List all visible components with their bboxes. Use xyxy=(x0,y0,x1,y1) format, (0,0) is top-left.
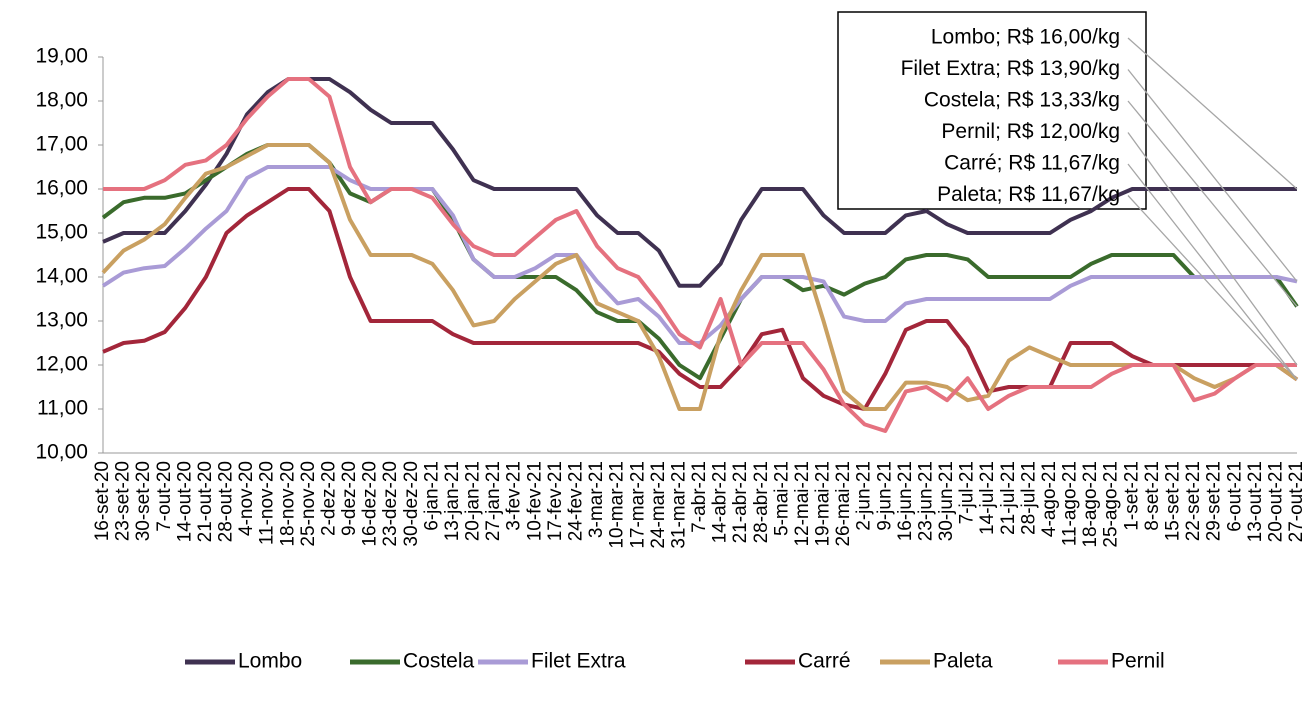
x-tick-label: 11-nov-20 xyxy=(257,461,278,545)
annotation-box xyxy=(837,11,1147,210)
x-tick-label: 30-dez-20 xyxy=(401,461,422,547)
x-tick-label: 13-out-21 xyxy=(1245,461,1266,542)
line-series xyxy=(102,187,1299,411)
annotation: Costela; R$ 13,33/kg xyxy=(924,89,1120,112)
x-tick-label: 21-jul-21 xyxy=(998,461,1019,535)
x-tick-label: 6-out-21 xyxy=(1224,461,1245,532)
x-tick-label: 30-set-20 xyxy=(133,461,154,541)
x-tick-label: 4-nov-20 xyxy=(236,461,257,536)
x-tick-label: 16-dez-20 xyxy=(360,461,381,547)
x-tick-label: 14-abr-21 xyxy=(710,461,731,543)
x-tick-label: 14-jul-21 xyxy=(977,461,998,535)
x-tick-label: 14-out-20 xyxy=(174,461,195,542)
x-tick-label: 17-fev-21 xyxy=(545,461,566,541)
x-tick-label: 28-jul-21 xyxy=(1018,461,1039,535)
x-tick-label: 15-set-21 xyxy=(1162,461,1183,541)
x-tick-label: 2-dez-20 xyxy=(318,461,339,536)
x-tick-label: 21-out-20 xyxy=(195,461,216,542)
x-tick-label: 27-out-21 xyxy=(1286,461,1307,542)
x-tick-label: 11-ago-21 xyxy=(1060,461,1081,546)
leader-line xyxy=(1127,195,1298,380)
x-tick-label: 3-mar-21 xyxy=(586,461,607,538)
x-tick-label: 18-nov-20 xyxy=(277,461,298,547)
x-tick-label: 19-mai-21 xyxy=(813,461,834,547)
x-tick-label: 16-jun-21 xyxy=(895,461,916,541)
x-tick-label: 23-dez-20 xyxy=(380,461,401,547)
line-series xyxy=(101,143,1299,411)
y-tick-label: 16,00 xyxy=(35,177,88,200)
x-tick-label: 24-mar-21 xyxy=(648,461,669,549)
y-tick-label: 14,00 xyxy=(35,265,88,288)
x-tick-label: 6-jan-21 xyxy=(421,461,442,531)
x-tick-label: 20-jan-21 xyxy=(463,461,484,541)
x-tick-label: 9-dez-20 xyxy=(339,461,360,536)
annotation: Carré; R$ 11,67/kg xyxy=(944,152,1120,175)
x-tick-label: 3-fev-21 xyxy=(504,461,525,531)
x-tick-label: 23-set-20 xyxy=(113,461,134,541)
annotation: Pernil; R$ 12,00/kg xyxy=(941,120,1120,143)
x-tick-label: 28-out-20 xyxy=(216,461,237,542)
y-tick-label: 18,00 xyxy=(35,89,88,112)
x-tick-label: 26-mai-21 xyxy=(833,461,854,547)
y-tick-label: 19,00 xyxy=(35,45,88,68)
leader-line xyxy=(1127,163,1298,380)
y-tick-label: 15,00 xyxy=(35,221,88,244)
legend-label: Lombo xyxy=(238,650,302,673)
x-tick-label: 29-set-21 xyxy=(1204,461,1225,541)
x-tick-label: 24-fev-21 xyxy=(565,461,586,541)
x-tick-label: 18-ago-21 xyxy=(1080,461,1101,548)
x-tick-label: 7-out-20 xyxy=(154,461,175,532)
x-tick-label: 2-jun-21 xyxy=(854,461,875,531)
leader-line xyxy=(1127,132,1298,366)
leader-line xyxy=(1127,100,1298,307)
x-tick-label: 30-jun-21 xyxy=(936,461,957,541)
x-tick-label: 23-jun-21 xyxy=(915,461,936,541)
x-tick-label: 25-nov-20 xyxy=(298,461,319,547)
x-tick-label: 16-set-20 xyxy=(92,461,113,541)
x-tick-label: 9-jun-21 xyxy=(874,461,895,531)
legend-label: Carré xyxy=(798,650,851,673)
x-tick-label: 10-mar-21 xyxy=(607,461,628,549)
y-tick-label: 13,00 xyxy=(35,309,88,332)
x-tick-label: 22-set-21 xyxy=(1183,461,1204,541)
x-tick-label: 28-abr-21 xyxy=(751,461,772,543)
x-tick-label: 17-mar-21 xyxy=(627,461,648,549)
legend-label: Costela xyxy=(403,650,475,673)
x-tick-label: 13-jan-21 xyxy=(442,461,463,541)
x-tick-label: 27-jan-21 xyxy=(483,461,504,541)
x-tick-label: 1-set-21 xyxy=(1121,461,1142,531)
leader-line xyxy=(1127,69,1298,282)
legend-label: Pernil xyxy=(1111,650,1165,673)
leader-line xyxy=(1127,37,1298,190)
x-tick-label: 12-mai-21 xyxy=(792,461,813,547)
x-tick-label: 4-ago-21 xyxy=(1039,461,1060,537)
y-tick-label: 11,00 xyxy=(37,397,88,420)
x-tick-label: 10-fev-21 xyxy=(524,461,545,541)
x-tick-label: 7-jul-21 xyxy=(957,461,978,524)
x-tick-label: 21-abr-21 xyxy=(730,461,751,543)
legend-label: Paleta xyxy=(933,650,993,673)
x-tick-label: 7-abr-21 xyxy=(689,461,710,533)
y-tick-label: 17,00 xyxy=(35,133,88,156)
legend-label: Filet Extra xyxy=(531,650,626,673)
annotation: Lombo; R$ 16,00/kg xyxy=(931,26,1120,49)
annotation: Filet Extra; R$ 13,90/kg xyxy=(901,57,1120,80)
y-tick-label: 12,00 xyxy=(35,353,88,376)
x-tick-label: 31-mar-21 xyxy=(668,461,689,549)
y-tick-label: 10,00 xyxy=(35,441,88,464)
x-tick-label: 5-mai-21 xyxy=(771,461,792,536)
line-series xyxy=(103,77,1297,433)
annotation: Paleta; R$ 11,67/kg xyxy=(937,183,1120,206)
x-tick-label: 25-ago-21 xyxy=(1101,461,1122,548)
x-tick-label: 8-set-21 xyxy=(1142,461,1163,531)
x-tick-label: 20-out-21 xyxy=(1265,461,1286,542)
